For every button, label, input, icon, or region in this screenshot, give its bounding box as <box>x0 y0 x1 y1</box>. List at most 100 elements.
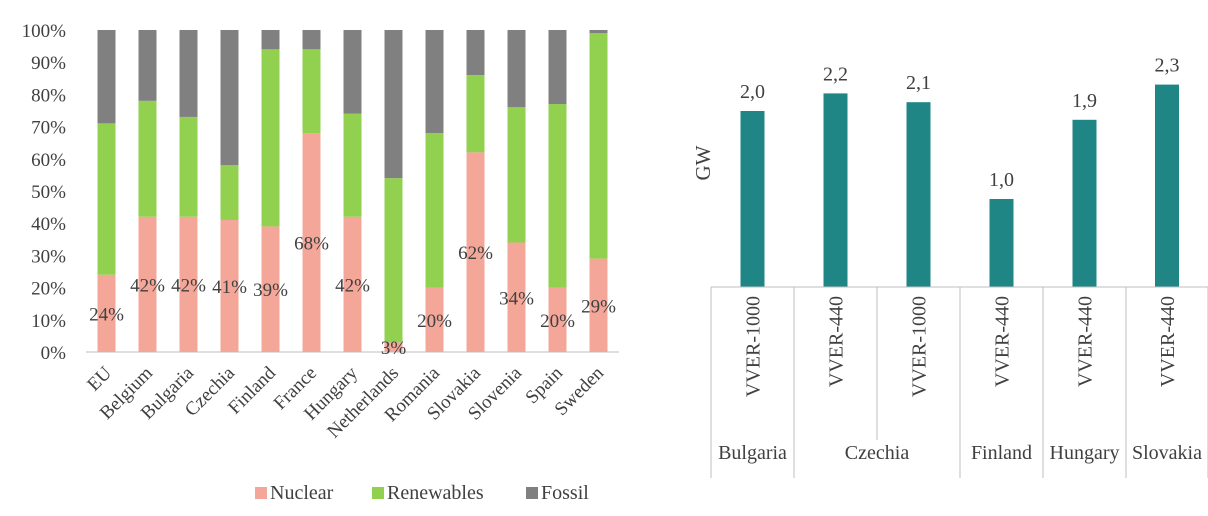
y-tick-label: 50% <box>31 182 66 203</box>
y-tick-label: 20% <box>31 279 66 300</box>
bar-fossil-hungary <box>343 30 362 114</box>
bar-fossil-bulgaria <box>179 30 198 117</box>
bar-nuclear-spain <box>548 287 567 352</box>
legend: Nuclear Renewables Fossil <box>255 482 589 504</box>
bar-fossil-belgium <box>138 30 157 101</box>
bar-renewables-hungary <box>343 113 362 217</box>
capacity-chart: GW 2,0 2,2 2,1 1,0 1,9 2,3 VVER-1000 VVER-440 V… <box>691 55 1208 478</box>
y-tick-label: 0% <box>41 343 67 364</box>
bar-renewables-czechia <box>220 165 239 220</box>
x-tick-label: Finland <box>224 362 280 418</box>
bar-fossil-slovakia <box>466 30 485 76</box>
category-axis-table: VVER-1000 VVER-440 VVER-1000 VVER-440 VVER-4… <box>710 286 1208 478</box>
capacity-value-label: 1,0 <box>989 169 1014 191</box>
bar-fossil-france <box>302 30 321 50</box>
bar-nuclear-hungary <box>343 216 362 352</box>
bar-renewables-belgium <box>138 100 157 217</box>
bar-fossil-netherlands <box>384 30 403 179</box>
x-axis-ticks: EUBelgiumBulgariaCzechiaFinlandFranceHun… <box>83 362 608 442</box>
bar-nuclear-bulgaria <box>179 216 198 352</box>
bar-nuclear-sweden <box>589 258 608 352</box>
capacity-value-label: 2,2 <box>823 63 848 85</box>
data-label-nuclear: 39% <box>253 280 288 301</box>
value-labels: 2,0 2,2 2,1 1,0 1,9 2,3 <box>740 55 1180 191</box>
data-label-nuclear: 42% <box>171 275 206 296</box>
legend-label-renewables: Renewables <box>387 482 484 504</box>
bar-fossil-eu <box>97 30 116 124</box>
capacity-bars <box>740 84 1179 288</box>
bar-renewables-sweden <box>589 33 608 259</box>
bar-fossil-slovenia <box>507 30 526 108</box>
y-axis-label: GW <box>691 145 715 180</box>
data-label-nuclear: 62% <box>458 243 493 264</box>
capacity-bar <box>989 199 1014 287</box>
y-tick-label: 100% <box>22 21 67 42</box>
data-label-nuclear: 68% <box>294 234 329 255</box>
legend-swatch-nuclear <box>255 487 267 499</box>
country-group-label: Bulgaria <box>718 442 787 464</box>
bar-nuclear-czechia <box>220 219 239 352</box>
bar-nuclear-eu <box>97 274 116 352</box>
capacity-value-label: 2,0 <box>740 81 765 103</box>
data-labels: 24% 42% 42% 41% 39% 68% 42% 3% 20% 62% 34% 20% 29% <box>89 234 616 360</box>
capacity-bar <box>823 93 848 288</box>
bar-nuclear-netherlands <box>384 342 403 352</box>
y-axis-title: GW <box>691 145 715 180</box>
data-label-nuclear: 42% <box>335 275 370 296</box>
x-tick-label: EU <box>83 362 116 395</box>
y-axis-ticks: 0% 10% 20% 30% 40% 50% 60% 70% 80% 90% 100% <box>22 21 619 364</box>
bar-renewables-bulgaria <box>179 116 198 217</box>
bar-nuclear-romania <box>425 287 444 352</box>
data-label-nuclear: 34% <box>499 288 534 309</box>
y-tick-label: 10% <box>31 311 66 332</box>
y-tick-label: 40% <box>31 214 66 235</box>
legend-label-fossil: Fossil <box>541 482 589 504</box>
data-label-nuclear: 29% <box>581 296 616 317</box>
country-group-label: Slovakia <box>1132 442 1202 464</box>
y-tick-label: 90% <box>31 53 66 74</box>
bar-nuclear-slovakia <box>466 152 485 352</box>
capacity-value-label: 2,3 <box>1155 55 1180 77</box>
data-label-nuclear: 3% <box>381 338 407 359</box>
data-label-nuclear: 20% <box>540 311 575 332</box>
y-tick-label: 30% <box>31 246 66 267</box>
bar-fossil-finland <box>261 30 280 50</box>
country-group-label: Hungary <box>1050 442 1120 464</box>
bar-nuclear-belgium <box>138 216 157 352</box>
data-label-nuclear: 42% <box>130 275 165 296</box>
capacity-value-label: 2,1 <box>906 72 931 94</box>
bar-renewables-netherlands <box>384 178 403 343</box>
bar-fossil-czechia <box>220 30 239 166</box>
country-group-label: Czechia <box>845 442 910 464</box>
bar-renewables-slovakia <box>466 75 485 153</box>
data-label-nuclear: 20% <box>417 311 452 332</box>
reactor-type-label: VVER-440 <box>826 296 848 387</box>
stacked-bars <box>97 30 608 352</box>
bar-fossil-romania <box>425 30 444 134</box>
legend-label-nuclear: Nuclear <box>270 482 334 504</box>
reactor-type-label: VVER-440 <box>992 296 1014 387</box>
reactor-type-label: VVER-440 <box>1157 296 1179 387</box>
capacity-value-label: 1,9 <box>1072 90 1097 112</box>
bar-renewables-spain <box>548 104 567 288</box>
bar-renewables-romania <box>425 133 444 288</box>
bar-nuclear-finland <box>261 226 280 352</box>
reactor-type-label: VVER-1000 <box>743 296 765 397</box>
bar-renewables-finland <box>261 49 280 227</box>
data-label-nuclear: 24% <box>89 304 124 325</box>
legend-swatch-renewables <box>372 487 384 499</box>
legend-swatch-fossil <box>526 487 538 499</box>
generation-mix-chart: 0% 10% 20% 30% 40% 50% 60% 70% 80% 90% 100% 24% 42%… <box>22 21 619 504</box>
country-group-label: Finland <box>971 442 1032 464</box>
capacity-bar <box>906 102 931 287</box>
reactor-type-label: VVER-440 <box>1075 296 1097 387</box>
capacity-bar <box>1072 119 1097 287</box>
y-tick-label: 80% <box>31 85 66 106</box>
bar-nuclear-france <box>302 133 321 352</box>
bar-renewables-france <box>302 49 321 134</box>
bar-renewables-slovenia <box>507 107 526 243</box>
bar-nuclear-slovenia <box>507 242 526 352</box>
y-tick-label: 60% <box>31 150 66 171</box>
bar-renewables-eu <box>97 123 116 275</box>
capacity-bar <box>1155 84 1179 287</box>
